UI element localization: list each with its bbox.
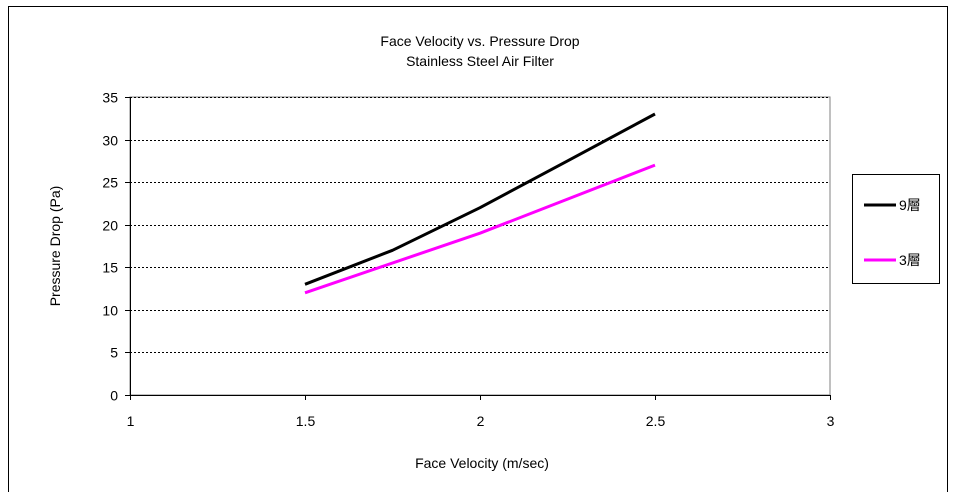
series-lines <box>304 112 656 295</box>
x-tick-label: 2 <box>477 413 485 429</box>
legend-label: 9層 <box>899 197 921 213</box>
y-tick-label: 15 <box>102 260 118 276</box>
chart-subtitle: Stainless Steel Air Filter <box>406 53 554 69</box>
y-tick-label: 30 <box>102 133 118 149</box>
x-axis-label: Face Velocity (m/sec) <box>415 455 549 471</box>
chart-title: Face Velocity vs. Pressure Drop <box>380 33 579 49</box>
legend-label: 3層 <box>899 252 921 268</box>
plot-area <box>129 96 831 396</box>
y-axis-label: Pressure Drop (Pa) <box>47 186 63 307</box>
y-tick-label: 5 <box>110 345 118 361</box>
series-line-1 <box>304 112 656 286</box>
series-line-2 <box>304 163 656 295</box>
gridlines <box>130 97 830 353</box>
y-tick-label: 10 <box>102 303 118 319</box>
x-tick-label: 1 <box>127 413 135 429</box>
chart-border <box>8 6 948 492</box>
legend-box <box>852 174 940 284</box>
y-tick-label: 25 <box>102 175 118 191</box>
axes <box>125 97 831 400</box>
legend: 9層 3層 <box>852 174 940 284</box>
x-tick-label: 1.5 <box>296 413 316 429</box>
y-tick-label: 0 <box>110 388 118 404</box>
tick-labels: 0 5 10 15 20 25 30 35 1 1.5 2 2.5 3 <box>102 90 834 430</box>
x-tick-label: 3 <box>827 413 835 429</box>
x-tick-label: 2.5 <box>646 413 666 429</box>
y-tick-label: 20 <box>102 218 118 234</box>
y-tick-label: 35 <box>102 90 118 106</box>
